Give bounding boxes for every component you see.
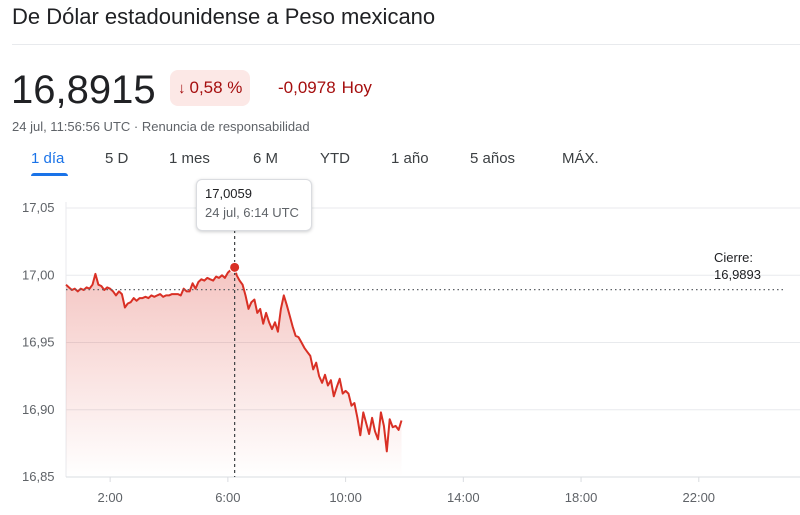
- x-tick-label: 14:00: [447, 490, 480, 505]
- y-tick-label: 16,95: [22, 335, 55, 350]
- y-tick-label: 16,90: [22, 402, 55, 417]
- tab-max[interactable]: MÁX.: [562, 150, 599, 167]
- meta-separator: ·: [133, 119, 139, 134]
- tooltip-time: 24 jul, 6:14 UTC: [205, 205, 299, 220]
- tab-ytd[interactable]: YTD: [320, 150, 350, 167]
- x-tick-label: 22:00: [683, 490, 716, 505]
- series-area-fill: [66, 267, 402, 477]
- arrow-down-icon: ↓: [178, 79, 186, 97]
- tab-5-days[interactable]: 5 D: [105, 150, 129, 167]
- change-period: Hoy: [341, 78, 372, 97]
- quote-meta: 24 jul, 11:56:56 UTC · Renuncia de respo…: [12, 119, 310, 134]
- tab-1-year[interactable]: 1 año: [391, 150, 429, 167]
- tab-1-day[interactable]: 1 día: [31, 150, 65, 167]
- hover-point-marker: [229, 261, 241, 273]
- active-tab-indicator: [31, 173, 68, 176]
- change-percent-value: 0,58 %: [189, 78, 243, 97]
- change-percent-badge: ↓ 0,58 %: [170, 70, 251, 106]
- page-title: De Dólar estadounidense a Peso mexicano: [12, 4, 436, 29]
- current-price: 16,8915: [11, 68, 156, 112]
- tab-1-month[interactable]: 1 mes: [169, 150, 210, 167]
- tooltip-value: 17,0059: [205, 186, 252, 201]
- x-tick-label: 10:00: [329, 490, 362, 505]
- price-chart[interactable]: 17,05 17,00 16,95 16,90 16,85 2:00 6:00 10:00 14…: [0, 180, 800, 515]
- change-absolute-value: -0,0978: [278, 78, 336, 97]
- tab-6-months[interactable]: 6 M: [253, 150, 279, 167]
- tab-5-years[interactable]: 5 años: [470, 150, 516, 167]
- x-tick-label: 6:00: [215, 490, 240, 505]
- previous-close-label: Cierre: 16,9893: [714, 249, 761, 283]
- price-tooltip: 17,0059 24 jul, 6:14 UTC: [196, 179, 312, 231]
- previous-close-value: 16,9893: [714, 267, 761, 282]
- change-absolute: -0,0978 Hoy: [278, 78, 372, 98]
- header-divider: [12, 44, 800, 45]
- quote-timestamp: 24 jul, 11:56:56 UTC: [12, 119, 131, 134]
- previous-close-title: Cierre:: [714, 250, 754, 265]
- y-tick-label: 17,05: [22, 200, 55, 215]
- disclaimer-link[interactable]: Renuncia de responsabilidad: [141, 119, 310, 134]
- x-tick-label: 18:00: [565, 490, 598, 505]
- x-tick-label: 2:00: [97, 490, 122, 505]
- y-tick-label: 17,00: [22, 267, 55, 282]
- y-tick-label: 16,85: [22, 469, 55, 484]
